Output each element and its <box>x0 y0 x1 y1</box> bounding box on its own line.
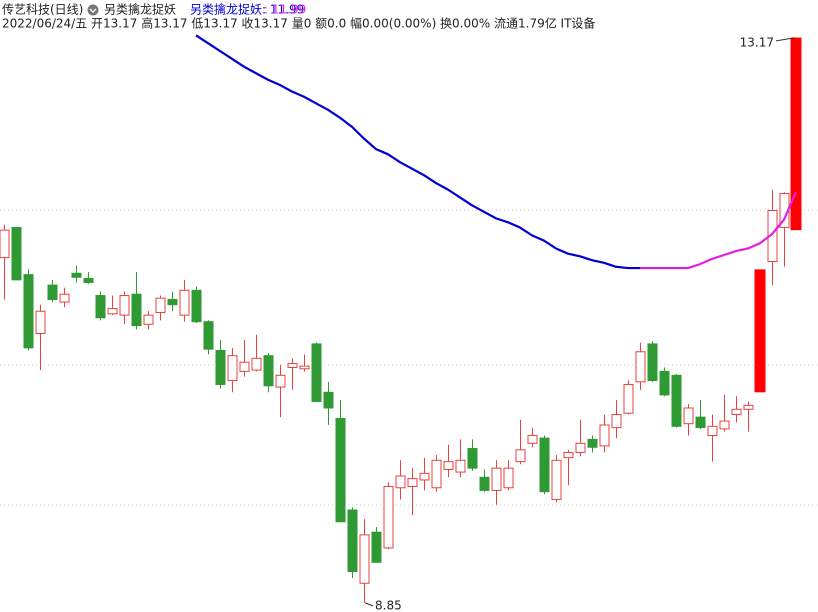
signal-bar <box>754 269 766 393</box>
candle-body <box>587 438 598 448</box>
candle-body <box>695 416 706 429</box>
candle-body <box>527 434 538 444</box>
candle-body <box>743 404 754 410</box>
candle-body <box>107 308 118 315</box>
candle-body <box>155 297 166 314</box>
candle-body <box>167 298 178 306</box>
low-label: 8.85 <box>375 598 402 612</box>
candle-body <box>563 451 574 459</box>
candle-body <box>575 442 586 453</box>
candle-body <box>251 357 262 371</box>
candle-body <box>503 467 514 489</box>
candle-body <box>347 509 358 572</box>
candle-body <box>299 365 310 370</box>
candle-body <box>143 314 154 325</box>
candle-body <box>191 289 202 323</box>
candle-body <box>275 374 286 388</box>
candle-body <box>635 351 646 383</box>
menu-chevron <box>89 8 97 13</box>
candle-body <box>707 425 718 436</box>
stock-title: 传艺科技(日线) <box>2 2 83 17</box>
candle-body <box>443 461 454 470</box>
menu-icon[interactable] <box>87 4 99 16</box>
candle-body <box>179 289 190 316</box>
quote-line: 2022/06/24/五 开13.17 高13.17 低13.17 收13.17… <box>2 16 595 31</box>
grid <box>0 209 818 506</box>
candle-body <box>203 321 214 350</box>
candle-body <box>23 274 34 349</box>
candle-body <box>227 355 238 382</box>
candle-body <box>95 295 106 319</box>
candle-body <box>407 478 418 487</box>
candle-body <box>359 534 370 584</box>
candle-body <box>323 391 334 409</box>
candle-body <box>455 459 466 473</box>
indicator-value-2: : 11.99 <box>264 3 306 17</box>
candle-body <box>599 424 610 447</box>
high-label: 13.17 <box>740 35 774 49</box>
candle-body <box>119 295 130 316</box>
candle-body <box>71 272 82 278</box>
candle-body <box>239 361 250 372</box>
candle-body <box>623 383 634 414</box>
candle-body <box>131 293 142 327</box>
candle-body <box>395 475 406 489</box>
candle-body <box>659 370 670 396</box>
plot: 13.17 8.85 <box>0 34 802 612</box>
indicator-value: 另类擒龙捉妖: 11.99 <box>190 2 304 17</box>
signal-bar <box>790 37 802 231</box>
candle-body <box>0 229 10 259</box>
indicator-name[interactable]: 另类擒龙捉妖 <box>104 2 176 17</box>
header: 传艺科技(日线) 另类擒龙捉妖 另类擒龙捉妖: 11.99 : 11.99 20… <box>2 2 595 31</box>
candle-body <box>287 363 298 368</box>
candle-body <box>59 293 70 303</box>
candle-body <box>419 472 430 481</box>
candle-body <box>215 349 226 385</box>
candle-body <box>647 343 658 382</box>
candle-body <box>11 227 22 281</box>
indicator-line <box>640 191 798 270</box>
candle-body <box>35 310 46 334</box>
candle-body <box>371 531 382 563</box>
candle-body <box>311 343 322 402</box>
candle-body <box>47 284 58 300</box>
candle-body <box>731 408 742 416</box>
candle-body <box>671 374 682 427</box>
high-pointer <box>775 37 795 42</box>
candle-body <box>683 407 694 425</box>
candle-body <box>431 459 442 489</box>
candle-body <box>539 437 550 493</box>
candle-body <box>335 417 346 523</box>
candle-body <box>491 467 502 491</box>
candle-body <box>383 485 394 549</box>
candle-body <box>515 449 526 463</box>
low-pointer <box>364 602 374 607</box>
candle-body <box>467 448 478 469</box>
candle-body <box>611 414 622 429</box>
candle-body <box>479 476 490 491</box>
candle-body <box>719 420 730 430</box>
candle-body <box>551 459 562 501</box>
indicator-line <box>195 34 640 270</box>
candle-body <box>83 278 94 283</box>
candle-body <box>263 355 274 387</box>
